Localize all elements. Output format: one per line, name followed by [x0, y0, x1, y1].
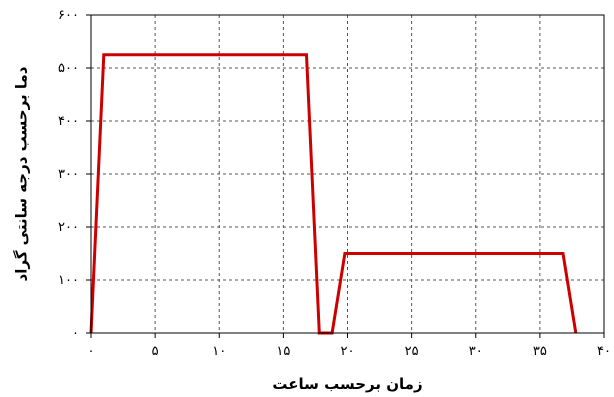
x-tick-label: ۱۵ — [276, 344, 290, 359]
y-axis-title: دما برحسب درجه سانتی گراد — [13, 66, 31, 281]
y-tick-label: ۲۰۰ — [58, 220, 79, 235]
series-layer — [89, 53, 578, 335]
y-tick-label: ۰ — [72, 326, 79, 341]
x-axis-title: زمان برحسب ساعت — [272, 375, 422, 393]
x-tick-label: ۰ — [88, 344, 95, 359]
y-tick-label: ۴۰۰ — [58, 114, 79, 129]
x-tick-label: ۳۰ — [469, 344, 483, 359]
series-line — [89, 53, 578, 335]
grid — [91, 15, 604, 333]
x-tick-label: ۲۰ — [341, 344, 355, 359]
x-tick-label: ۳۵ — [533, 344, 547, 359]
y-tick-label: ۶۰۰ — [58, 8, 79, 23]
x-tick-label: ۲۵ — [405, 344, 419, 359]
y-tick-label: ۱۰۰ — [58, 273, 79, 288]
ticks — [86, 14, 605, 338]
x-tick-label: ۱۰ — [212, 344, 226, 359]
x-tick-label: ۴۰ — [597, 344, 611, 359]
x-tick-label: ۵ — [152, 344, 159, 359]
y-tick-label: ۳۰۰ — [58, 167, 79, 182]
y-tick-label: ۵۰۰ — [58, 61, 79, 76]
